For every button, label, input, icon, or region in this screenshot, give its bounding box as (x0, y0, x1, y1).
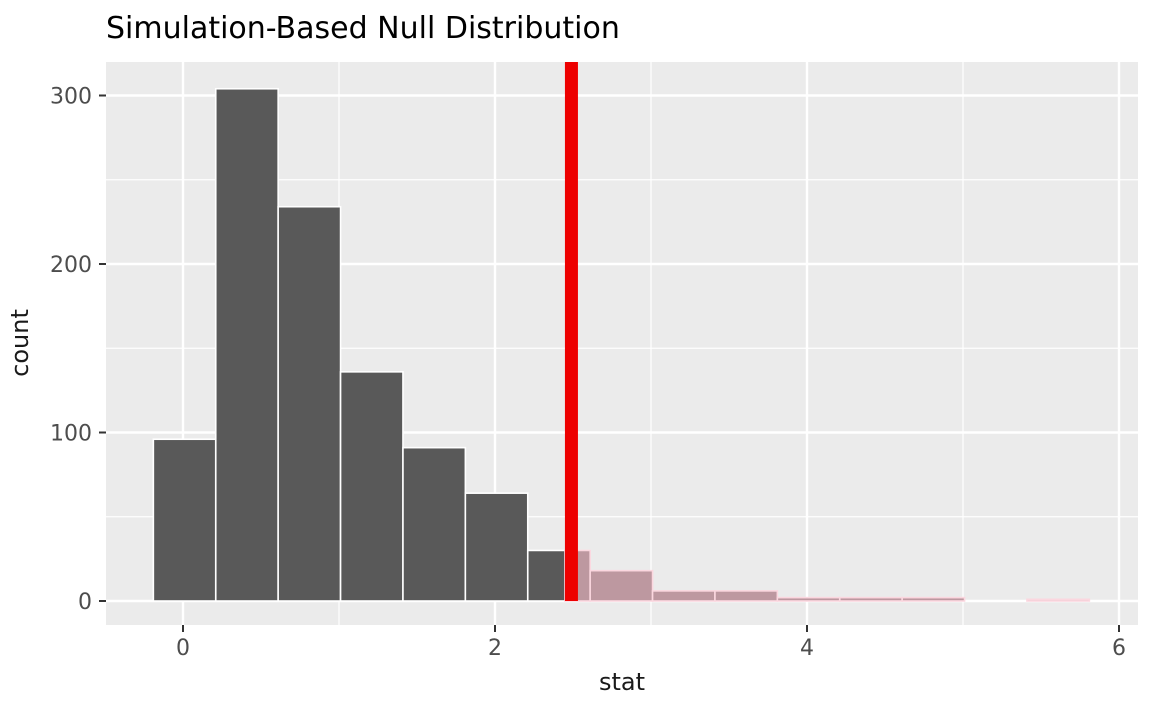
y-axis-tick-label: 100 (50, 422, 92, 447)
x-axis-tick-label: 4 (800, 636, 814, 661)
histogram-bar-shaded (714, 590, 779, 602)
histogram-bar (277, 205, 342, 602)
x-axis-title: stat (599, 668, 645, 696)
y-axis-tick-label: 0 (78, 590, 92, 615)
histogram-bar-shaded (1026, 598, 1091, 602)
histogram-bar (214, 87, 279, 602)
histogram-bar-shaded (901, 596, 966, 602)
histogram-bar-shaded (651, 590, 716, 602)
y-axis-tick-label: 300 (50, 85, 92, 110)
y-axis-title: count (6, 309, 34, 377)
observed-stat-line (564, 62, 578, 601)
histogram-bar-shaded (838, 596, 903, 602)
y-axis-tick-label: 200 (50, 253, 92, 278)
histogram-bar-shaded (776, 596, 841, 602)
histogram-bar (152, 438, 217, 602)
histogram-bar (464, 492, 529, 602)
x-axis-tick-label: 0 (176, 636, 190, 661)
x-axis-tick-label: 6 (1112, 636, 1126, 661)
histogram-bar-shaded (589, 569, 654, 602)
histogram-bar (339, 371, 404, 602)
histogram-bar (402, 446, 467, 602)
plot-title: Simulation-Based Null Distribution (106, 11, 620, 46)
x-axis-tick-label: 2 (488, 636, 502, 661)
